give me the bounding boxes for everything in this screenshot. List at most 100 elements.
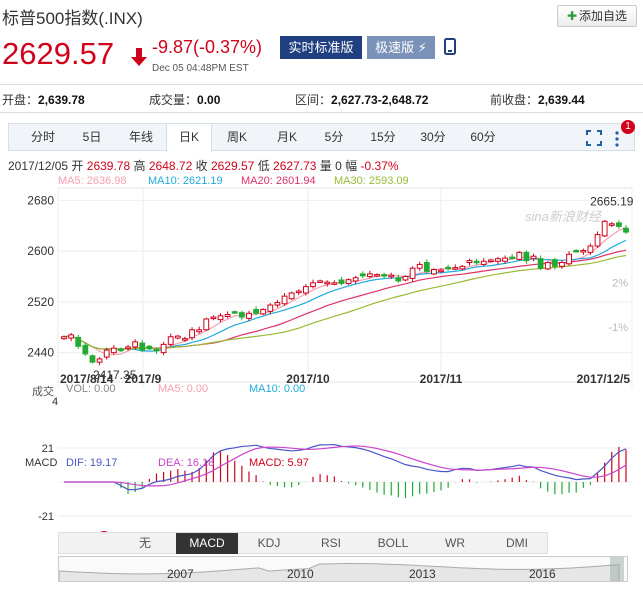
- tab-monthly-k[interactable]: 月K: [276, 130, 297, 144]
- y-tick-2520: 2520: [27, 295, 54, 309]
- right-tick-1: -1%: [608, 322, 628, 334]
- range-stat: 区间：2,627.73-2,648.72: [295, 91, 428, 108]
- macd-tick-top: 21: [42, 443, 54, 455]
- open-label: 开盘：: [2, 93, 39, 107]
- candle-body-58: [473, 260, 480, 264]
- candle-body-21: [210, 316, 217, 320]
- vol-ma5-legend: MA5: 0.00: [158, 383, 209, 395]
- tab-none[interactable]: 无: [138, 536, 151, 550]
- ohlc-low: 2627.73: [273, 159, 317, 173]
- timestamp: Dec 05 04:48PM EST: [152, 63, 249, 74]
- candle-71: [566, 251, 572, 266]
- tab-weekly-k[interactable]: 周K: [226, 130, 247, 144]
- tab-boll[interactable]: BOLL: [377, 536, 409, 550]
- ma5-legend: MA5: 2636.98: [58, 175, 127, 187]
- candle-74: [587, 243, 594, 255]
- candle-31: [281, 292, 288, 306]
- candle-body-36: [317, 280, 324, 283]
- candle-body-23: [224, 314, 231, 317]
- kline-chart[interactable]: sina新浪财经 2440 2520 2600 2680 2% -1% 2017/8/14…: [0, 186, 643, 531]
- candle-21: [210, 315, 217, 321]
- range-value: 2,627.73-2,648.72: [331, 93, 429, 107]
- volume-label: 成交量：: [149, 93, 198, 107]
- candle-9: [125, 345, 131, 352]
- candle-12: [146, 345, 153, 351]
- candle-body-68: [544, 262, 551, 270]
- candle-13: [153, 347, 160, 354]
- tab-intraday[interactable]: 分时: [30, 130, 55, 144]
- tab-wr[interactable]: WR: [445, 536, 465, 550]
- candle-65: [523, 250, 530, 264]
- candle-52: [431, 268, 437, 276]
- candle-body-62: [502, 257, 508, 262]
- tab-60min[interactable]: 60分: [470, 130, 496, 144]
- tab-year[interactable]: 年线: [128, 130, 153, 144]
- candle-8: [118, 347, 124, 352]
- tab-kdj[interactable]: KDJ: [257, 536, 281, 550]
- dea-line: [64, 445, 627, 487]
- tab-dmi[interactable]: DMI: [506, 536, 528, 550]
- fast-version-label: 极速版: [375, 40, 415, 55]
- candle-body-4: [89, 355, 96, 363]
- add-watchlist-button[interactable]: ✚ 添加自选: [557, 5, 637, 27]
- navigator-year-2013: 2013: [409, 567, 436, 581]
- realtime-standard-button[interactable]: 实时标准版: [280, 36, 362, 59]
- candle-body-22: [217, 315, 224, 321]
- candle-body-29: [267, 304, 274, 312]
- mobile-phone-icon[interactable]: [444, 38, 456, 56]
- tab-rsi[interactable]: RSI: [320, 536, 341, 550]
- candle-body-42: [359, 273, 366, 277]
- tab-macd[interactable]: MACD: [176, 533, 238, 554]
- fullscreen-icon[interactable]: [586, 130, 602, 146]
- candle-body-41: [352, 277, 359, 282]
- candle-body-30: [274, 301, 281, 306]
- candle-body-15: [167, 336, 174, 345]
- navigator-handle[interactable]: [610, 557, 624, 581]
- current-price: 2629.57: [2, 36, 115, 71]
- candle-body-18: [189, 329, 195, 339]
- tab-daily-k[interactable]: 日K: [166, 124, 212, 152]
- y-tick-2440: 2440: [27, 346, 54, 360]
- candle-body-27: [253, 308, 259, 314]
- candle-body-25: [238, 312, 245, 318]
- candle-18: [189, 327, 195, 341]
- candle-16: [174, 334, 181, 340]
- candle-body-31: [281, 295, 288, 305]
- ma10-line: [63, 239, 627, 352]
- candle-body-51: [423, 262, 430, 272]
- candle-55: [452, 264, 459, 271]
- candle-53: [438, 268, 444, 274]
- volume-stat: 成交量：0.00: [149, 91, 220, 108]
- candle-body-7: [110, 347, 117, 354]
- candle-body-40: [345, 279, 352, 284]
- candle-63: [509, 253, 516, 260]
- fast-version-button[interactable]: 极速版 ⚡: [367, 36, 435, 59]
- candle-44: [374, 273, 380, 278]
- tab-15min[interactable]: 15分: [370, 130, 396, 144]
- open-value: 2,639.78: [38, 93, 85, 107]
- candle-62: [502, 255, 508, 264]
- tab-5day[interactable]: 5日: [82, 130, 102, 144]
- candle-50: [416, 261, 423, 271]
- candle-body-64: [516, 251, 523, 260]
- candle-body-45: [381, 274, 388, 277]
- volume-label: 成交: [32, 386, 54, 398]
- candle-body-57: [466, 260, 473, 264]
- tab-30min[interactable]: 30分: [420, 130, 446, 144]
- vol-scale: 4: [52, 396, 59, 408]
- candle-body-2: [75, 336, 82, 347]
- ohlc-close-label: 收: [195, 159, 208, 173]
- low-annotation: 2417.35: [93, 368, 137, 382]
- candle-60: [487, 258, 494, 263]
- candle-body-63: [509, 256, 516, 260]
- range-navigator[interactable]: 2007 2010 2013 2016: [58, 556, 628, 582]
- macd-value-legend: MACD: 5.97: [249, 457, 309, 469]
- navigator-year-2016: 2016: [529, 567, 556, 581]
- tab-5min[interactable]: 5分: [324, 130, 344, 144]
- candle-25: [238, 310, 245, 321]
- candle-body-76: [601, 220, 608, 237]
- candle-70: [559, 259, 565, 269]
- more-options-icon[interactable]: [612, 130, 622, 148]
- candle-body-26: [246, 312, 252, 319]
- x-tick-2: 2017/10: [286, 372, 330, 386]
